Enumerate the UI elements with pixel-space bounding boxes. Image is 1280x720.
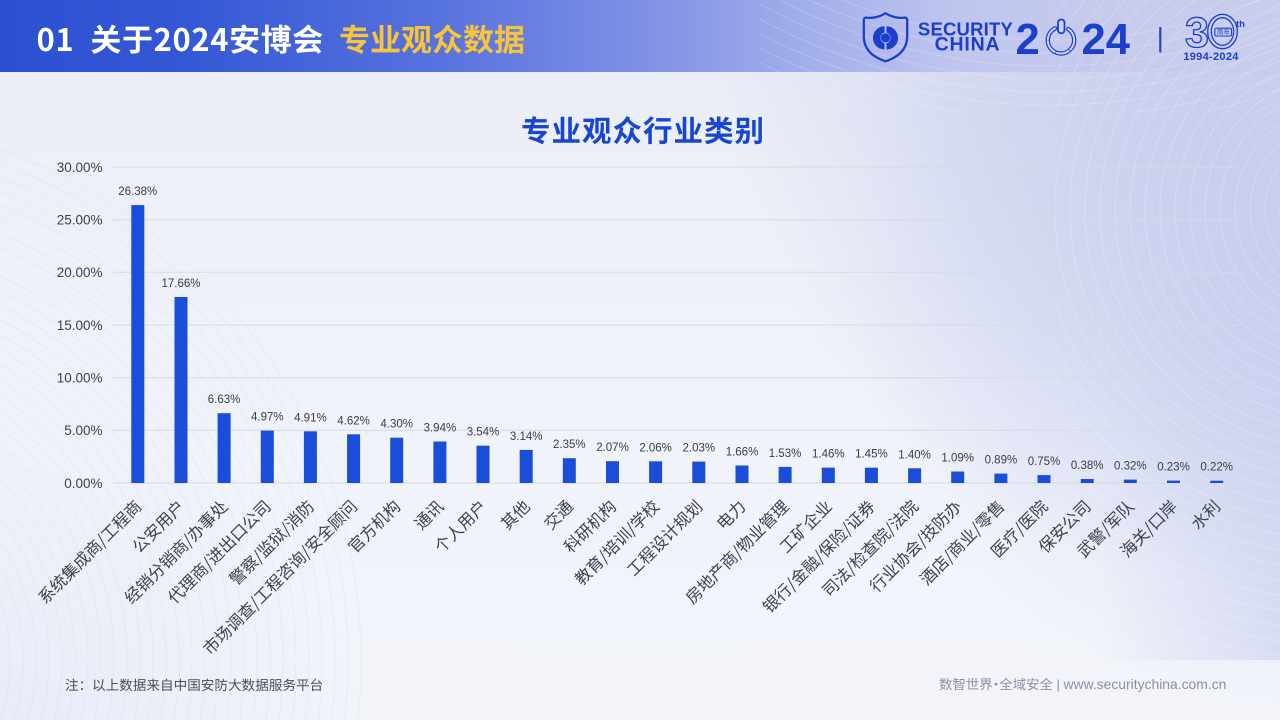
- svg-text:0.00%: 0.00%: [64, 476, 102, 491]
- svg-text:0.38%: 0.38%: [1071, 460, 1104, 472]
- svg-text:SECURITY: SECURITY: [918, 19, 1014, 40]
- svg-text:24: 24: [1082, 16, 1130, 64]
- svg-text:0.32%: 0.32%: [1114, 461, 1147, 473]
- svg-text:4.97%: 4.97%: [251, 412, 284, 424]
- svg-text:www.securitychina.com.cn: www.securitychina.com.cn: [1063, 676, 1227, 692]
- svg-text:CHINA: CHINA: [935, 34, 1001, 56]
- svg-text:3: 3: [1185, 9, 1209, 57]
- svg-text:4.62%: 4.62%: [337, 415, 370, 427]
- svg-text:0.22%: 0.22%: [1200, 462, 1233, 474]
- svg-text:10.00%: 10.00%: [57, 371, 103, 386]
- svg-text:0.89%: 0.89%: [985, 455, 1018, 467]
- svg-text:26.38%: 26.38%: [118, 186, 157, 198]
- svg-text:1.53%: 1.53%: [769, 448, 802, 460]
- svg-text:1.66%: 1.66%: [726, 447, 759, 459]
- svg-text:1.45%: 1.45%: [855, 449, 888, 461]
- svg-text:3.14%: 3.14%: [510, 431, 543, 443]
- svg-text:6.63%: 6.63%: [208, 394, 241, 406]
- svg-text:15.00%: 15.00%: [57, 318, 103, 333]
- svg-text:2.35%: 2.35%: [553, 439, 586, 451]
- svg-text:1994-2024: 1994-2024: [1183, 51, 1239, 63]
- svg-text:1.09%: 1.09%: [941, 453, 974, 465]
- svg-text:2.07%: 2.07%: [596, 442, 629, 454]
- svg-text:17.66%: 17.66%: [161, 278, 200, 290]
- svg-text:2.03%: 2.03%: [682, 443, 715, 455]
- svg-text:2: 2: [1016, 16, 1040, 64]
- svg-text:30.00%: 30.00%: [57, 160, 103, 175]
- svg-text:4.91%: 4.91%: [294, 412, 327, 424]
- svg-text:5.00%: 5.00%: [64, 423, 102, 438]
- svg-text:0.23%: 0.23%: [1157, 462, 1190, 474]
- svg-text:4.30%: 4.30%: [380, 419, 413, 431]
- svg-text:0.75%: 0.75%: [1028, 456, 1061, 468]
- svg-text:th: th: [1236, 19, 1245, 30]
- svg-text:1.46%: 1.46%: [812, 449, 845, 461]
- svg-text:1.40%: 1.40%: [898, 449, 931, 461]
- svg-text:|: |: [1057, 677, 1060, 692]
- svg-text:20.00%: 20.00%: [57, 265, 103, 280]
- svg-text:2.06%: 2.06%: [639, 442, 672, 454]
- svg-text:3.94%: 3.94%: [424, 423, 457, 435]
- svg-text:25.00%: 25.00%: [57, 213, 103, 228]
- svg-text:3.54%: 3.54%: [467, 427, 500, 439]
